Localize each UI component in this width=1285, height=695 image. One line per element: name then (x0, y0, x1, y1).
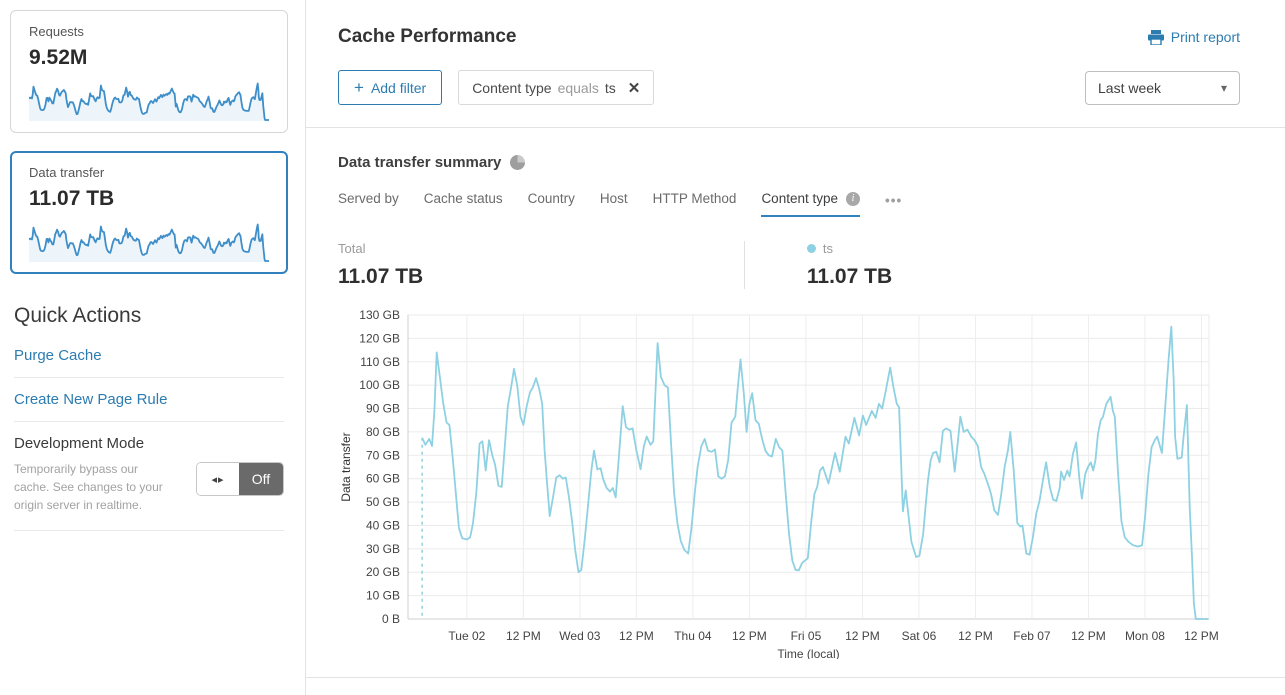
svg-text:Time (local): Time (local) (777, 647, 839, 659)
svg-text:12 PM: 12 PM (1071, 629, 1106, 643)
svg-text:0 B: 0 B (382, 612, 400, 626)
time-range-select[interactable]: Last week ▾ (1085, 70, 1240, 105)
svg-text:40 GB: 40 GB (366, 518, 400, 532)
more-tabs-icon[interactable]: ••• (885, 193, 903, 208)
plus-icon: + (354, 78, 364, 97)
ts-legend-label: ts (822, 241, 834, 256)
quick-actions-section: Quick Actions Purge Cache Create New Pag… (10, 304, 288, 531)
pie-chart-icon (510, 155, 526, 170)
svg-text:Fri 05: Fri 05 (791, 629, 822, 643)
filter-chip-operator: equals (557, 79, 599, 96)
quick-actions-title: Quick Actions (14, 304, 142, 327)
svg-text:90 GB: 90 GB (366, 402, 400, 416)
print-report-link[interactable]: Print report (1147, 29, 1240, 45)
total-block: Total 11.07 TB (338, 241, 744, 289)
svg-text:100 GB: 100 GB (359, 378, 400, 392)
data-transfer-card-value: 11.07 TB (29, 187, 115, 210)
svg-text:Tue 02: Tue 02 (448, 629, 485, 643)
development-mode-section: Development Mode Temporarily bypass our … (14, 422, 284, 531)
development-mode-description: Temporarily bypass our cache. See change… (14, 462, 163, 512)
ts-legend-dot-icon (806, 244, 816, 253)
svg-text:80 GB: 80 GB (366, 425, 400, 439)
svg-text:10 GB: 10 GB (366, 589, 400, 603)
toggle-arrows-icon: ◂▸ (197, 463, 239, 495)
svg-text:12 PM: 12 PM (732, 629, 767, 643)
svg-text:110 GB: 110 GB (360, 355, 400, 369)
section-divider (306, 127, 1285, 128)
tab-cache-status[interactable]: Cache status (423, 191, 503, 206)
add-filter-button[interactable]: + Add filter (338, 70, 443, 105)
svg-text:Thu 04: Thu 04 (674, 629, 712, 643)
development-mode-title: Development Mode (14, 435, 145, 452)
summary-tabs: Served by Cache status Country Host HTTP… (338, 191, 1240, 217)
info-icon[interactable]: i (846, 191, 860, 206)
svg-text:120 GB: 120 GB (359, 331, 400, 345)
create-page-rule-link[interactable]: Create New Page Rule (14, 378, 284, 422)
toggle-off-label: Off (239, 463, 283, 495)
requests-card[interactable]: Requests 9.52M (10, 10, 288, 133)
requests-card-label: Requests (29, 24, 84, 39)
tab-content-type[interactable]: Content type i (761, 191, 860, 217)
time-range-value: Last week (1098, 79, 1162, 96)
filter-chip-field: Content type (472, 79, 552, 96)
filter-chip: Content type equals ts ✕ (458, 70, 655, 105)
data-transfer-line-chart: 0 B 10 GB 20 GB 30 GB 40 GB 50 GB 60 GB 70 GB 80… (339, 308, 1219, 661)
print-report-label: Print report (1170, 29, 1240, 45)
total-label: Total (338, 241, 366, 256)
svg-text:12 PM: 12 PM (506, 629, 541, 643)
printer-icon (1147, 29, 1164, 45)
tab-served-by[interactable]: Served by (338, 191, 399, 206)
summary-title: Data transfer summary (338, 154, 502, 171)
svg-text:Data transfer: Data transfer (339, 432, 353, 501)
filter-chip-value: ts (604, 79, 616, 96)
total-value: 11.07 TB (338, 265, 424, 288)
svg-text:Feb 07: Feb 07 (1013, 629, 1051, 643)
data-transfer-card[interactable]: Data transfer 11.07 TB (10, 151, 288, 274)
svg-text:12 PM: 12 PM (845, 629, 880, 643)
sidebar: Requests 9.52M Data transfer 11.07 TB Qu… (0, 0, 306, 695)
requests-card-value: 9.52M (29, 46, 88, 69)
svg-text:Sat 06: Sat 06 (902, 629, 937, 643)
svg-text:20 GB: 20 GB (366, 565, 400, 579)
svg-text:130 GB: 130 GB (359, 308, 400, 322)
svg-text:50 GB: 50 GB (366, 495, 400, 509)
svg-text:12 PM: 12 PM (958, 629, 993, 643)
data-transfer-sparkline-chart (29, 217, 269, 262)
tab-http-method[interactable]: HTTP Method (652, 191, 737, 206)
add-filter-label: Add filter (370, 79, 427, 96)
data-transfer-card-label: Data transfer (29, 165, 105, 180)
svg-text:12 PM: 12 PM (1184, 629, 1219, 643)
svg-text:12 PM: 12 PM (619, 629, 654, 643)
series-total-block: ts 11.07 TB (743, 241, 1240, 289)
page-title: Cache Performance (338, 26, 517, 47)
purge-cache-link[interactable]: Purge Cache (14, 334, 284, 378)
development-mode-toggle[interactable]: ◂▸ Off (196, 462, 284, 496)
bottom-divider (306, 677, 1285, 678)
svg-text:Mon 08: Mon 08 (1125, 629, 1165, 643)
svg-text:Wed 03: Wed 03 (559, 629, 600, 643)
chevron-down-icon: ▾ (1220, 80, 1227, 95)
remove-filter-icon[interactable]: ✕ (627, 79, 641, 97)
requests-sparkline-chart (29, 76, 269, 121)
tab-host[interactable]: Host (599, 191, 628, 206)
tab-content-type-label: Content type (761, 191, 838, 206)
ts-total-value: 11.07 TB (806, 265, 893, 288)
chart-container: 0 B 10 GB 20 GB 30 GB 40 GB 50 GB 60 GB 70 GB 80… (338, 305, 1240, 664)
svg-text:30 GB: 30 GB (366, 542, 400, 556)
tab-country[interactable]: Country (527, 191, 575, 206)
main-panel: Cache Performance Print report + Add fil… (306, 0, 1285, 695)
svg-text:60 GB: 60 GB (366, 472, 400, 486)
svg-text:70 GB: 70 GB (366, 448, 400, 462)
